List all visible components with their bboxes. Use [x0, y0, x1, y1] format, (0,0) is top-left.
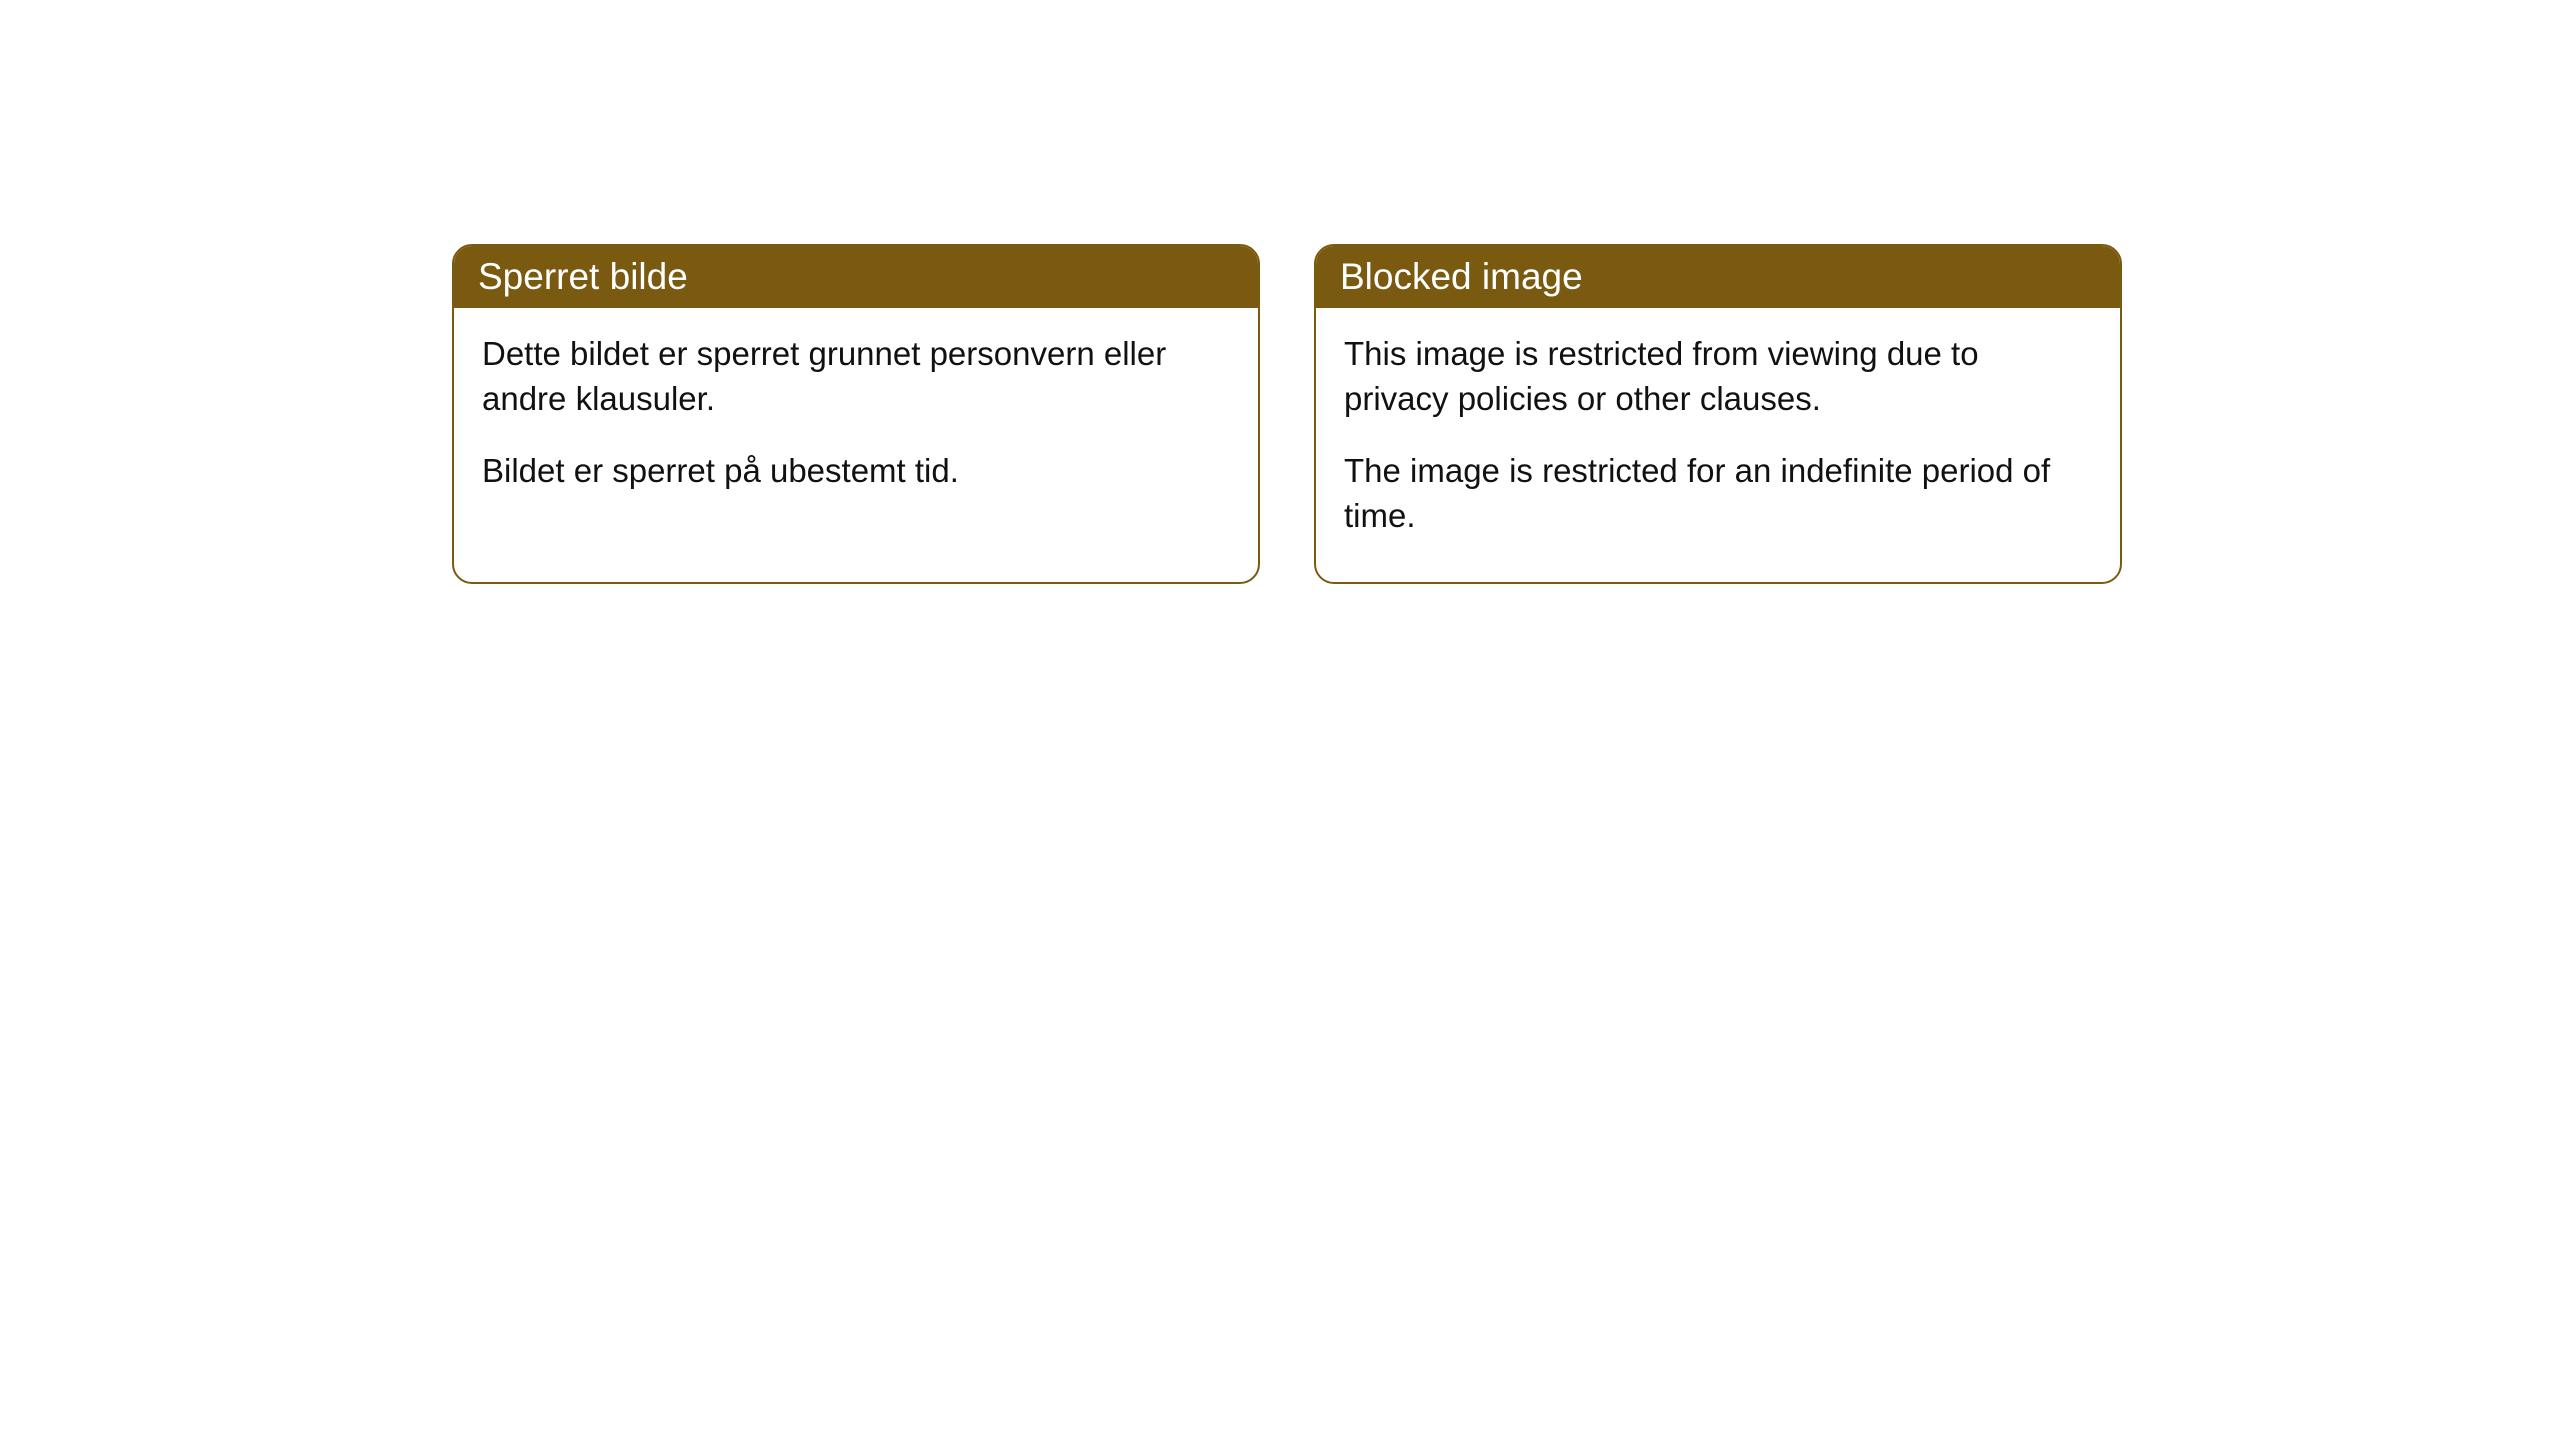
cards-container: Sperret bilde Dette bildet er sperret gr…: [0, 0, 2560, 584]
blocked-image-card-no: Sperret bilde Dette bildet er sperret gr…: [452, 244, 1260, 584]
card-body-no: Dette bildet er sperret grunnet personve…: [454, 308, 1258, 538]
card-paragraph-no-2: Bildet er sperret på ubestemt tid.: [482, 449, 1230, 494]
blocked-image-card-en: Blocked image This image is restricted f…: [1314, 244, 2122, 584]
card-paragraph-en-1: This image is restricted from viewing du…: [1344, 332, 2092, 421]
card-title-no: Sperret bilde: [478, 256, 688, 297]
card-title-en: Blocked image: [1340, 256, 1583, 297]
card-header-no: Sperret bilde: [454, 246, 1258, 308]
card-paragraph-en-2: The image is restricted for an indefinit…: [1344, 449, 2092, 538]
card-paragraph-no-1: Dette bildet er sperret grunnet personve…: [482, 332, 1230, 421]
card-body-en: This image is restricted from viewing du…: [1316, 308, 2120, 582]
card-header-en: Blocked image: [1316, 246, 2120, 308]
